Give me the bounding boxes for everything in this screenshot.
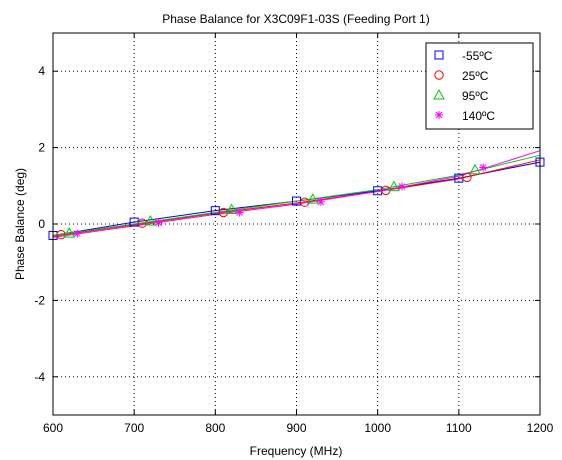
asterisk-stroke (155, 219, 162, 227)
asterisk-marker (398, 182, 407, 191)
tick-labels: 600 700 800 900 1000 1100 1200 -4 -2 0 2 4 (34, 64, 553, 435)
x-tick-label: 1100 (446, 421, 472, 435)
asterisk-stroke (73, 230, 81, 237)
y-tick-label: 0 (38, 217, 45, 231)
x-tick-label: 600 (43, 421, 63, 435)
x-tick-label: 700 (124, 421, 144, 435)
y-tick-label: 2 (38, 141, 45, 155)
asterisk-marker (435, 111, 443, 119)
circle-marker (462, 172, 472, 183)
circle-marker (434, 70, 444, 80)
asterisk-marker (154, 218, 163, 227)
series-line (52, 154, 541, 236)
triangle-marker (144, 214, 157, 226)
asterisk-stroke (479, 164, 487, 171)
legend-label: 95ºC (462, 89, 489, 103)
x-tick-label: 800 (205, 421, 225, 435)
triangle-marker (469, 163, 481, 175)
asterisk-marker (73, 229, 82, 238)
asterisk-marker (235, 208, 244, 217)
asterisk-stroke (236, 209, 244, 216)
y-tick-label: 4 (38, 64, 45, 78)
asterisk-stroke (398, 183, 406, 190)
legend: -55ºC 25ºC 95ºC 140ºC (425, 42, 534, 130)
asterisk-stroke (317, 198, 325, 206)
y-tick-label: -2 (34, 293, 45, 307)
triangle-marker (388, 180, 400, 192)
asterisk-marker (316, 197, 325, 206)
x-axis-label: Frequency (MHz) (250, 444, 343, 458)
asterisk-stroke (435, 111, 443, 119)
x-tick-label: 1000 (364, 421, 391, 435)
legend-label: 25ºC (462, 69, 489, 83)
triangle-marker (63, 227, 76, 238)
chart-title: Phase Balance for X3C09F1-03S (Feeding P… (162, 12, 429, 26)
asterisk-marker (479, 163, 488, 172)
triangle-marker (433, 88, 445, 100)
y-axis-label: Phase Balance (deg) (13, 168, 27, 280)
triangle-marker (225, 203, 238, 214)
x-tick-label: 1200 (527, 421, 554, 435)
square-marker (434, 50, 444, 60)
axis-ticks (52, 33, 541, 415)
legend-label: 140ºC (462, 109, 495, 123)
y-tick-label: -4 (34, 370, 45, 384)
legend-label: -55ºC (462, 49, 493, 63)
triangle-marker (306, 193, 319, 204)
legend-box (425, 42, 534, 130)
series-line (52, 159, 541, 237)
x-tick-label: 900 (286, 421, 306, 435)
